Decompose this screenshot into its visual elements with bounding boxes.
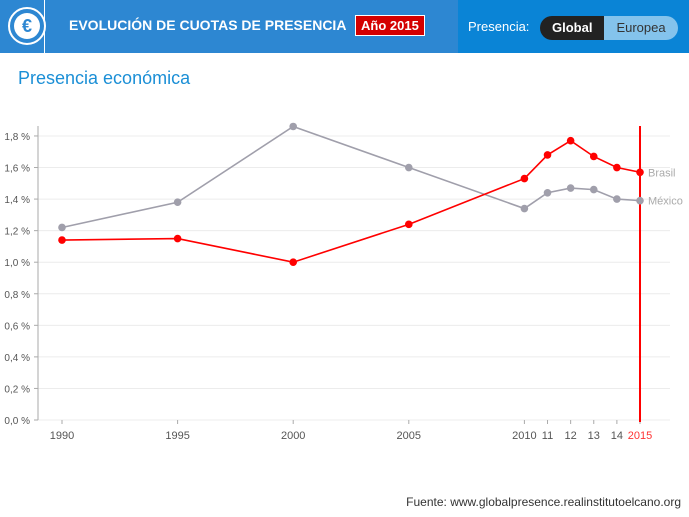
data-point (520, 204, 529, 213)
data-point (636, 168, 644, 177)
data-point (289, 258, 298, 266)
chart-title: Presencia económica (18, 68, 191, 88)
y-tick-label: 0,6 % (4, 321, 30, 332)
header: € EVOLUCIÓN DE CUOTAS DE PRESENCIA Año 2… (0, 0, 689, 53)
data-point (589, 152, 598, 161)
series-line-brasil (61, 139, 641, 264)
data-point (566, 184, 575, 192)
x-tick-label: 2015 (628, 430, 652, 442)
data-point (543, 188, 552, 197)
data-point (58, 223, 66, 232)
data-point (613, 195, 621, 203)
presence-label: Presencia: (468, 19, 530, 34)
header-divider (44, 0, 45, 53)
data-point (58, 236, 66, 244)
data-point (289, 122, 298, 131)
x-tick-label: 14 (611, 430, 623, 442)
line-chart: 0,0 % 0,2 % 0,4 % 0,6 % 0,8 % 1,0 % 1,2 % 1,4 %… (4, 122, 683, 442)
y-tick-label: 0,8 % (4, 290, 30, 301)
x-tick-label: 2005 (397, 430, 421, 442)
data-point (589, 185, 598, 194)
data-point (636, 196, 644, 205)
presence-toggle[interactable]: Global Europea (540, 16, 678, 40)
x-tick-label: 2000 (281, 430, 305, 442)
source-note: Fuente: www.globalpresence.realinstituto… (406, 495, 681, 509)
x-tick-label: 2010 (512, 430, 536, 442)
x-tick-label: 12 (565, 430, 577, 442)
y-tick-label: 1,4 % (4, 195, 30, 206)
data-point (543, 151, 552, 159)
page-title: EVOLUCIÓN DE CUOTAS DE PRESENCIA (69, 17, 347, 33)
y-tick-label: 1,0 % (4, 258, 30, 269)
data-point (405, 220, 413, 229)
data-point (566, 136, 575, 145)
series-label: Brasil (648, 167, 676, 179)
x-tick-label: 1995 (165, 430, 189, 442)
data-point (173, 198, 182, 207)
euro-logo-icon: € (8, 7, 46, 45)
data-point (520, 174, 529, 183)
y-tick-label: 1,8 % (4, 132, 30, 143)
data-point (613, 163, 621, 172)
year-badge[interactable]: Año 2015 (355, 15, 425, 36)
europea-button[interactable]: Europea (604, 16, 678, 40)
series-label: México (648, 196, 683, 208)
y-tick-label: 1,2 % (4, 227, 30, 238)
y-tick-label: 0,0 % (4, 416, 30, 427)
y-tick-label: 0,2 % (4, 384, 30, 395)
x-tick-label: 11 (542, 430, 553, 442)
x-tick-label: 1990 (50, 430, 74, 442)
series-line-mexico (61, 125, 641, 229)
data-point (405, 163, 413, 172)
y-tick-label: 0,4 % (4, 353, 30, 364)
x-tick-label: 13 (588, 430, 600, 442)
data-point (173, 234, 182, 243)
y-tick-label: 1,6 % (4, 164, 30, 175)
global-button[interactable]: Global (540, 16, 605, 40)
